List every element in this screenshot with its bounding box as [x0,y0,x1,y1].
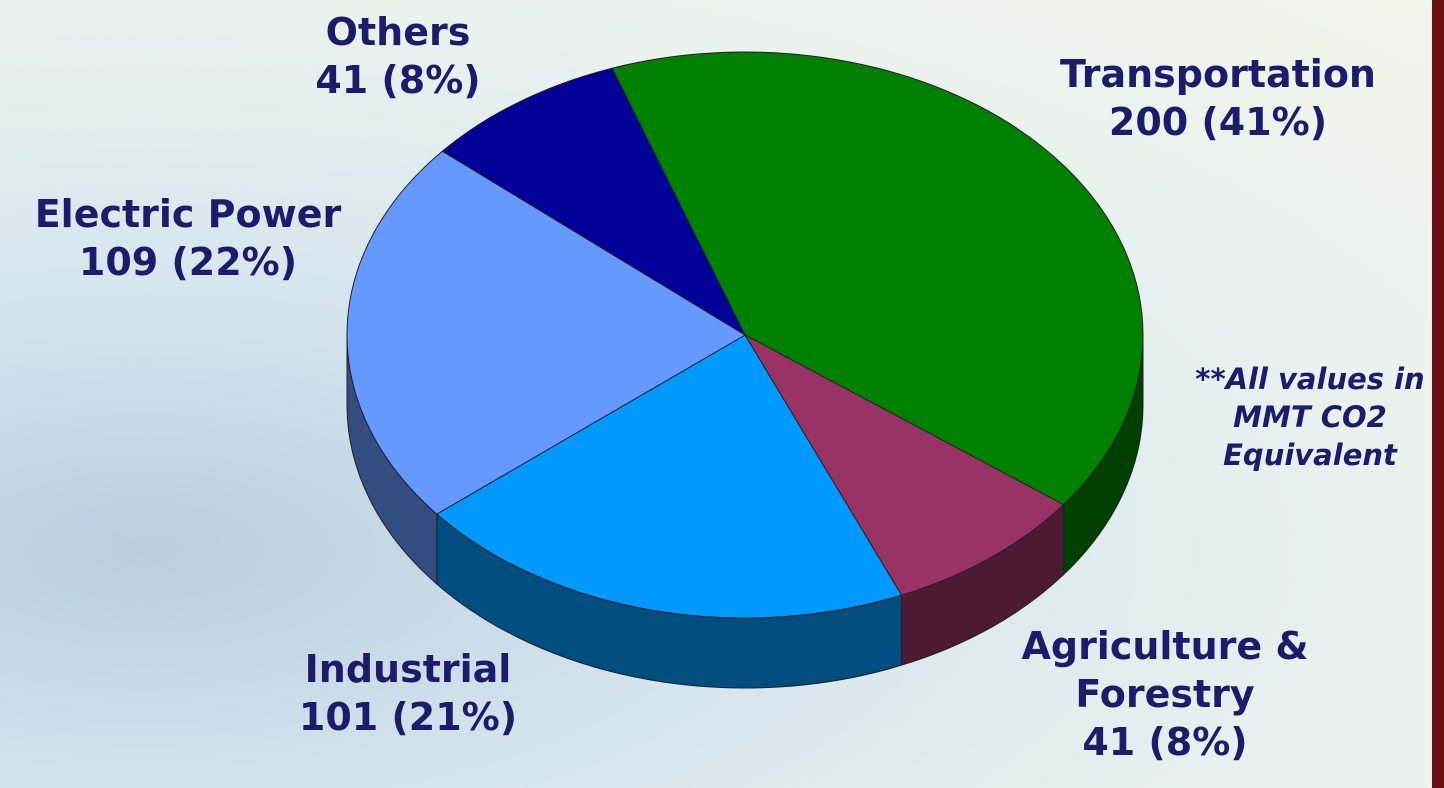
category-label: Others [325,10,471,54]
category-label: Agriculture & Forestry [1021,624,1309,716]
slice-label: Transportation 200 (41%) [1008,50,1428,146]
slice [743,333,1065,596]
category-label: Industrial [304,647,512,691]
frame [1432,0,1444,788]
slice [435,334,903,619]
category-label: Electric Power [34,192,342,236]
slice-label: Industrial 101 (21%) [208,645,608,741]
value-label: 200 (41%) [1108,100,1328,144]
slice [441,67,747,337]
value-label: 109 (22%) [78,240,298,284]
slice-label: Electric Power 109 (22%) [0,190,378,286]
slice-label: Agriculture & Forestry 41 (8%) [980,622,1350,766]
slice [346,150,746,515]
annotation: **All values in MMT CO2 Equivalent [1195,362,1425,472]
category-label: Transportation [1059,52,1376,96]
value-label: 41 (8%) [1082,720,1248,764]
slice [611,51,1144,506]
value-label: 41 (8%) [315,58,481,102]
value-label: 101 (21%) [298,695,518,739]
slice-label: Others 41 (8%) [248,8,548,104]
